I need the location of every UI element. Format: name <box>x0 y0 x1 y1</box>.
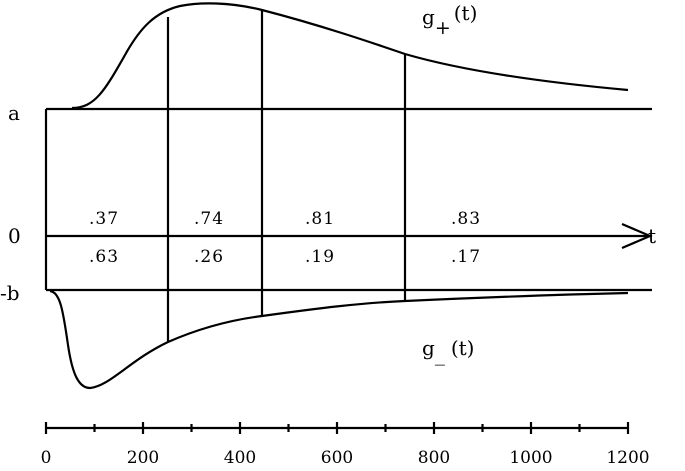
label-a: a <box>8 101 20 125</box>
g-minus-arg: (t) <box>451 336 475 360</box>
upper-prob-2: .74 <box>194 209 224 229</box>
lower-prob-3: .19 <box>305 247 335 267</box>
tick-label: 1200 <box>606 448 649 466</box>
tick-label: 600 <box>321 448 353 466</box>
g-plus-sub: + <box>435 17 451 39</box>
label-g-minus: g_ (t) <box>422 336 474 366</box>
tick-label: 400 <box>224 448 256 466</box>
lower-prob-2: .26 <box>194 247 224 267</box>
upper-prob-3: .81 <box>305 209 335 229</box>
tick-label: 800 <box>418 448 450 466</box>
upper-prob-4: .83 <box>451 209 481 229</box>
g-plus-arg: (t) <box>454 1 478 25</box>
tick-label: 1000 <box>509 448 552 466</box>
label-t: t <box>648 224 656 248</box>
label-g-plus: g+(t) <box>422 1 477 39</box>
tick-label: 0 <box>41 448 52 466</box>
time-axis-arrowhead <box>621 222 653 250</box>
upper-prob-1: .37 <box>89 209 119 229</box>
g-plus-curve <box>71 2 629 110</box>
lower-prob-4: .17 <box>451 247 481 267</box>
g-minus-curve <box>49 289 629 390</box>
label-zero: 0 <box>8 224 21 248</box>
label-neg-b: -b <box>0 281 20 305</box>
lower-prob-1: .63 <box>89 247 119 267</box>
g-minus-base: g <box>422 336 435 360</box>
g-plus-base: g <box>422 5 435 29</box>
g-minus-sub: _ <box>435 342 445 366</box>
time-scale-ticks: 0 200 400 600 800 1000 1200 <box>41 422 650 468</box>
tick-label: 200 <box>127 448 159 466</box>
